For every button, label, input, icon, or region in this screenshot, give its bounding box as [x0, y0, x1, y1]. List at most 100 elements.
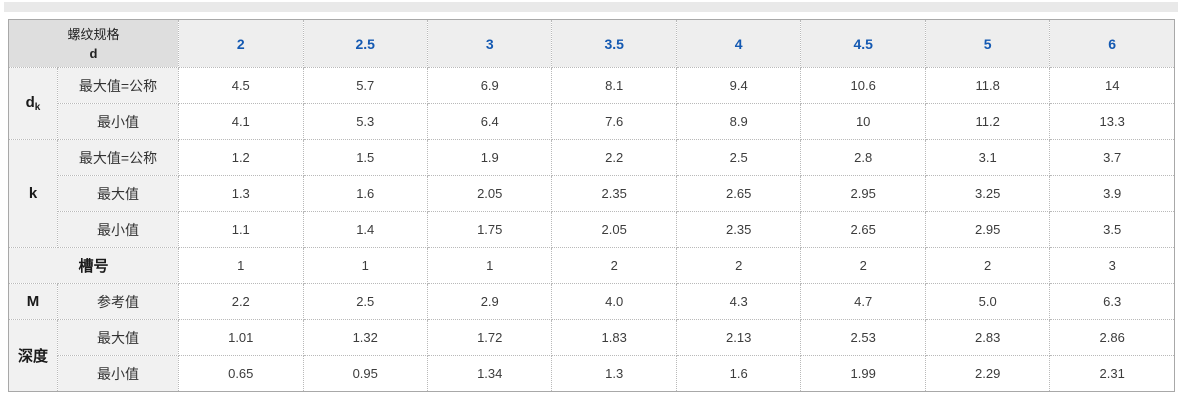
data-cell: 2.05 — [551, 211, 677, 248]
column-header-2: 2 — [178, 19, 304, 68]
column-header-3.5: 3.5 — [551, 19, 677, 68]
data-cell: 2.9 — [426, 283, 553, 320]
data-cell: 2.35 — [675, 211, 802, 248]
data-cell: 1.3 — [178, 175, 304, 212]
data-cell: 1 — [426, 247, 553, 284]
data-cell: 2.5 — [302, 283, 428, 320]
row-label-min: 最小值 — [56, 211, 180, 248]
table-row: 最小值 4.1 5.3 6.4 7.6 8.9 10 11.2 13.3 — [9, 103, 1175, 140]
data-cell: 6.3 — [1049, 283, 1175, 320]
data-cell: 4.5 — [178, 67, 304, 104]
row-group-dk: dk — [8, 67, 58, 140]
spec-table-body: dk 最大值=公称 4.5 5.7 6.9 8.1 9.4 10.6 11.8 14 最小值 4.1 5… — [7, 67, 1175, 392]
data-cell: 1.2 — [178, 139, 304, 176]
data-cell: 3 — [1049, 247, 1175, 284]
data-cell: 2.83 — [924, 319, 1051, 356]
row-label-max-nominal: 最大值=公称 — [56, 139, 180, 176]
data-cell: 2.65 — [800, 211, 926, 248]
row-group-depth: 深度 — [8, 319, 58, 392]
data-cell: 2.35 — [551, 175, 677, 212]
data-cell: 1.34 — [426, 355, 553, 392]
data-cell: 1.6 — [302, 175, 428, 212]
row-label-min: 最小值 — [56, 355, 180, 392]
data-cell: 0.95 — [302, 355, 428, 392]
data-cell: 2 — [924, 247, 1051, 284]
spec-table: 螺纹规格 d 2 2.5 3 3.5 4 4.5 5 6 dk 最大值=公称 4.5 5.7 6.9 8… — [7, 19, 1175, 392]
data-cell: 4.7 — [800, 283, 926, 320]
table-row: k 最大值=公称 1.2 1.5 1.9 2.2 2.5 2.8 3.1 3.7 — [8, 139, 1175, 248]
data-cell: 2 — [551, 247, 677, 284]
data-cell: 3.9 — [1049, 175, 1175, 212]
table-row: 最小值 0.65 0.95 1.34 1.3 1.6 1.99 2.29 2.31 — [9, 355, 1175, 392]
row-label-reference: 参考值 — [56, 283, 180, 320]
data-cell: 1.9 — [426, 139, 553, 176]
data-cell: 1.83 — [551, 319, 677, 356]
row-label-slot-number: 槽号 — [7, 247, 180, 284]
data-cell: 14 — [1049, 67, 1175, 104]
data-cell: 11.8 — [924, 67, 1051, 104]
column-header-6: 6 — [1049, 19, 1175, 68]
data-cell: 2.2 — [178, 283, 304, 320]
data-cell: 2.31 — [1049, 355, 1175, 392]
data-cell: 3.1 — [924, 139, 1051, 176]
data-cell: 1.99 — [800, 355, 926, 392]
data-cell: 8.1 — [551, 67, 677, 104]
data-cell: 2.5 — [675, 139, 802, 176]
group-label-subscript: k — [34, 102, 41, 113]
data-cell: 2 — [800, 247, 926, 284]
data-cell: 6.9 — [426, 67, 553, 104]
data-cell: 1.6 — [675, 355, 802, 392]
data-cell: 1 — [178, 247, 304, 284]
data-cell: 2 — [675, 247, 802, 284]
data-cell: 13.3 — [1049, 103, 1175, 140]
data-cell: 10 — [800, 103, 926, 140]
table-row: M 参考值 2.2 2.5 2.9 4.0 4.3 4.7 5.0 6.3 — [8, 283, 1175, 320]
data-cell: 2.8 — [800, 139, 926, 176]
data-cell: 1.75 — [426, 211, 553, 248]
row-label-max-nominal: 最大值=公称 — [56, 67, 180, 104]
row-label-min: 最小值 — [56, 103, 180, 140]
data-cell: 5.3 — [302, 103, 428, 140]
data-cell: 2.29 — [924, 355, 1051, 392]
data-cell: 2.65 — [675, 175, 802, 212]
data-cell: 11.2 — [924, 103, 1051, 140]
table-row: 槽号 1 1 1 2 2 2 2 3 — [7, 247, 1175, 284]
data-cell: 2.53 — [800, 319, 926, 356]
data-cell: 9.4 — [675, 67, 802, 104]
data-cell: 7.6 — [551, 103, 677, 140]
top-bar — [4, 2, 1178, 12]
data-cell: 1.01 — [178, 319, 304, 356]
data-cell: 1.3 — [551, 355, 677, 392]
column-header-2.5: 2.5 — [302, 19, 428, 68]
row-label-max: 最大值 — [56, 175, 180, 212]
data-cell: 3.25 — [924, 175, 1051, 212]
data-cell: 2.05 — [426, 175, 553, 212]
column-header-4: 4 — [675, 19, 802, 68]
data-cell: 10.6 — [800, 67, 926, 104]
table-row: 最大值 1.3 1.6 2.05 2.35 2.65 2.95 3.25 3.9 — [9, 175, 1175, 212]
table-row: 最小值 1.1 1.4 1.75 2.05 2.35 2.65 2.95 3.5 — [9, 211, 1175, 248]
data-cell: 6.4 — [426, 103, 553, 140]
data-cell: 2.86 — [1049, 319, 1175, 356]
header-thread-spec-line1: 螺纹规格 — [67, 26, 120, 42]
data-cell: 2.95 — [800, 175, 926, 212]
data-cell: 1.4 — [302, 211, 428, 248]
row-group-k: k — [8, 139, 58, 248]
data-cell: 0.65 — [178, 355, 304, 392]
table-row: 深度 最大值 1.01 1.32 1.72 1.83 2.13 2.53 2.83 2.86 — [8, 319, 1175, 392]
row-label-max: 最大值 — [56, 319, 180, 356]
table-row: dk 最大值=公称 4.5 5.7 6.9 8.1 9.4 10.6 11.8 14 — [8, 67, 1175, 140]
column-header-3: 3 — [426, 19, 553, 68]
data-cell: 2.13 — [675, 319, 802, 356]
data-cell: 4.1 — [178, 103, 304, 140]
data-cell: 1.32 — [302, 319, 428, 356]
data-cell: 5.7 — [302, 67, 428, 104]
spec-table-container: 螺纹规格 d 2 2.5 3 3.5 4 4.5 5 6 dk 最大值=公称 4.5 5.7 6.9 8… — [7, 19, 1175, 392]
data-cell: 2.95 — [924, 211, 1051, 248]
data-cell: 1.5 — [302, 139, 428, 176]
data-cell: 3.5 — [1049, 211, 1175, 248]
data-cell: 1 — [302, 247, 428, 284]
column-header-5: 5 — [924, 19, 1051, 68]
data-cell: 5.0 — [924, 283, 1051, 320]
row-group-m: M — [8, 283, 58, 320]
